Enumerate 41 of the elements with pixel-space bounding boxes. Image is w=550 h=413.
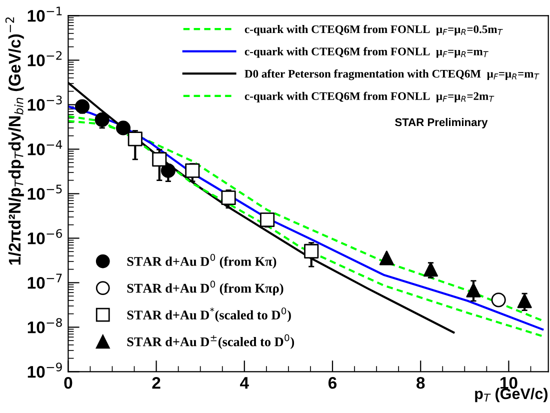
legend-label: STAR d+Au D$^{±}$(scaled to D$^{0}$) [127,334,294,349]
legend-label: STAR d+Au D$^{0}$ (from Kπ) [127,254,276,269]
y-tick-label: 10$^{−8}$ [28,318,62,334]
x-tick-label: 2 [152,377,160,389]
x-tick-label: 10 [500,377,518,389]
x-tick-label: 4 [240,377,249,389]
legend-label: c-quark with CTEQ6M from FONLL μ$_{F}$=μ$_{R}$=0.5m$_{T}$ [244,24,503,36]
point [128,132,142,146]
point [221,190,236,206]
x-axis-title: p$_{T}$ (GeV/c) [475,388,548,402]
point [94,112,110,127]
point [260,212,275,228]
y-axis-title: 1/2πd²N/p$_{T}$dp$_{T}$dy/N$_{bin}$ (GeV/c)$^{−2}$ [5,17,24,265]
y-tick-label: 10$^{−6}$ [28,229,62,244]
legend-label: STAR d+Au D$^{0}$ (from Kπρ) [127,280,284,296]
point [75,99,90,114]
y-tick-label: 10$^{−7}$ [28,274,62,289]
legend-label: D0 after Peterson fragmentation with CTEQ6M μ$_{F}$=μ$_{R}$=m$_{T}$ [244,69,540,80]
y-tick-label: 10$^{−5}$ [28,184,62,200]
legend-label: c-quark with CTEQ6M from FONLL μ$_{F}$=μ$_{R}$=2m$_{T}$ [244,92,494,102]
y-tick-label: 10$^{−4}$ [28,140,62,156]
point [304,244,319,258]
x-tick-label: 8 [416,377,425,389]
annotation: STAR Preliminary [395,118,488,128]
point [423,262,438,277]
legend-label: STAR d+Au D$^{*}$(scaled to D$^{0}$) [127,307,291,322]
point [160,163,176,178]
point [491,292,506,308]
x-tick-label: 6 [328,377,337,389]
point [185,163,200,178]
point [116,120,131,136]
legend-label: c-quark with CTEQ6M from FONLL μ$_{F}$=μ$_{R}$=m$_{T}$ [244,47,488,58]
x-tick-label: 0 [64,377,72,389]
y-tick-label: 10$^{−2}$ [28,51,62,66]
point [379,250,394,266]
point [152,152,167,167]
y-tick-label: 10$^{−9}$ [28,362,62,378]
y-tick-label: 10$^{−3}$ [28,96,62,111]
point [466,282,481,298]
point [517,294,532,308]
y-tick-label: 10$^{−1}$ [28,6,62,22]
